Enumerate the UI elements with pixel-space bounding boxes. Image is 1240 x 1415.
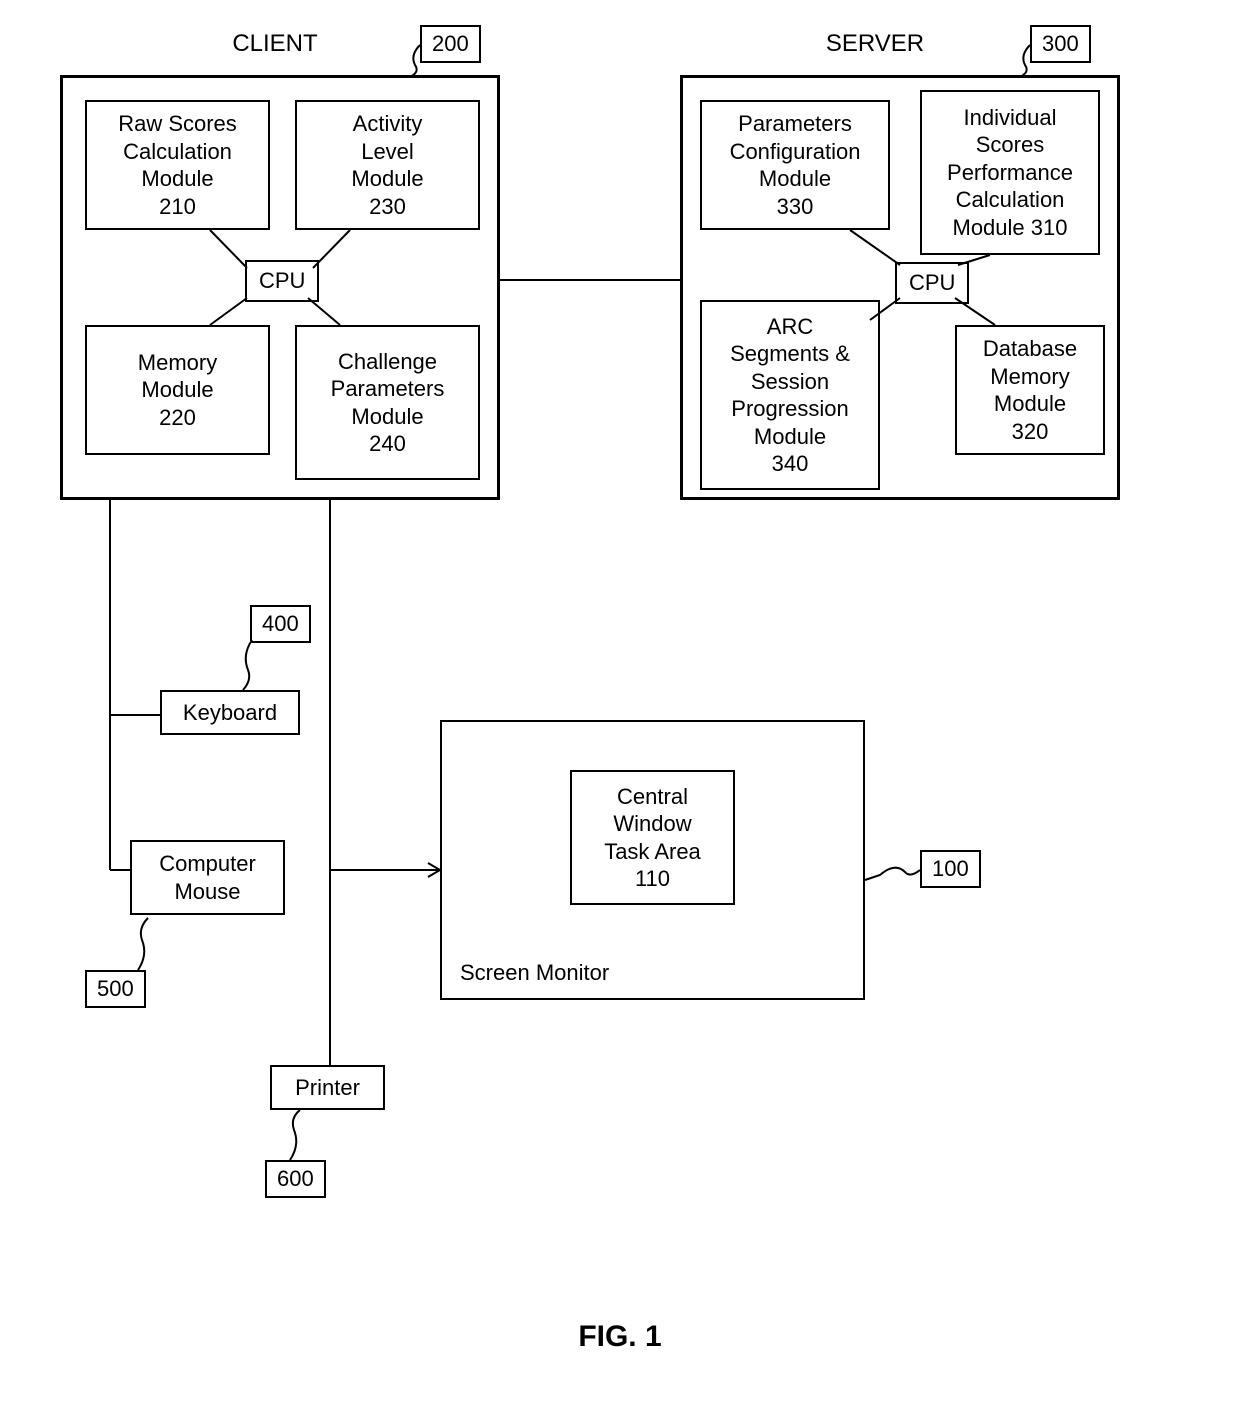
- client-cpu: CPU: [245, 260, 319, 302]
- module-320-line1: Memory: [990, 363, 1069, 391]
- ref-500: 500: [85, 970, 146, 1008]
- module-230-line2: Module: [351, 165, 423, 193]
- module-240-line0: Challenge: [338, 348, 437, 376]
- module-310-line1: Scores: [976, 131, 1044, 159]
- keyboard-label: Keyboard: [183, 699, 277, 727]
- module-330-line2: Module: [759, 165, 831, 193]
- mouse-line0: Computer: [159, 850, 256, 878]
- task-area-line0: Central: [617, 783, 688, 811]
- server-title: SERVER: [800, 30, 950, 58]
- module-330-line0: Parameters: [738, 110, 852, 138]
- figure-label: FIG. 1: [0, 1320, 1240, 1354]
- module-320-line2: Module: [994, 390, 1066, 418]
- task-area-line3: 110: [635, 865, 670, 893]
- ref-100: 100: [920, 850, 981, 888]
- module-210-line0: Raw Scores: [118, 110, 237, 138]
- monitor-label: Screen Monitor: [460, 960, 609, 986]
- printer-box: Printer: [270, 1065, 385, 1110]
- module-220-line1: Module: [141, 376, 213, 404]
- mouse-line1: Mouse: [174, 878, 240, 906]
- module-240-line2: Module: [351, 403, 423, 431]
- module-210-line2: Module: [141, 165, 213, 193]
- module-320-line3: 320: [1012, 418, 1049, 446]
- module-220: Memory Module 220: [85, 325, 270, 455]
- module-330-line3: 330: [777, 193, 814, 221]
- ref-300: 300: [1030, 25, 1091, 63]
- task-area-line1: Window: [613, 810, 691, 838]
- module-210-line3: 210: [159, 193, 196, 221]
- module-330: Parameters Configuration Module 330: [700, 100, 890, 230]
- module-310-line4: Module 310: [953, 214, 1068, 242]
- module-320: Database Memory Module 320: [955, 325, 1105, 455]
- module-210: Raw Scores Calculation Module 210: [85, 100, 270, 230]
- module-310-line0: Individual: [964, 104, 1057, 132]
- module-240: Challenge Parameters Module 240: [295, 325, 480, 480]
- task-area-line2: Task Area: [604, 838, 701, 866]
- mouse-box: Computer Mouse: [130, 840, 285, 915]
- module-320-line0: Database: [983, 335, 1077, 363]
- module-240-line3: 240: [369, 430, 406, 458]
- ref-200: 200: [420, 25, 481, 63]
- module-310-line2: Performance: [947, 159, 1073, 187]
- ref-600: 600: [265, 1160, 326, 1198]
- client-title: CLIENT: [200, 30, 350, 58]
- module-340-line4: Module: [754, 423, 826, 451]
- module-230-line1: Level: [361, 138, 414, 166]
- module-340-line0: ARC: [767, 313, 813, 341]
- module-340-line2: Session: [751, 368, 829, 396]
- module-340-line5: 340: [772, 450, 809, 478]
- module-230: Activity Level Module 230: [295, 100, 480, 230]
- module-340-line1: Segments &: [730, 340, 850, 368]
- diagram-canvas: CLIENT 200 SERVER 300 Raw Scores Calcula…: [0, 0, 1240, 1415]
- module-340: ARC Segments & Session Progression Modul…: [700, 300, 880, 490]
- task-area-box: Central Window Task Area 110: [570, 770, 735, 905]
- module-310-line3: Calculation: [956, 186, 1065, 214]
- module-340-line3: Progression: [731, 395, 848, 423]
- ref-400: 400: [250, 605, 311, 643]
- keyboard-box: Keyboard: [160, 690, 300, 735]
- server-cpu: CPU: [895, 262, 969, 304]
- module-240-line1: Parameters: [331, 375, 445, 403]
- module-230-line3: 230: [369, 193, 406, 221]
- module-230-line0: Activity: [353, 110, 423, 138]
- module-330-line1: Configuration: [730, 138, 861, 166]
- printer-label: Printer: [295, 1074, 360, 1102]
- module-220-line2: 220: [159, 404, 196, 432]
- module-310: Individual Scores Performance Calculatio…: [920, 90, 1100, 255]
- module-220-line0: Memory: [138, 349, 217, 377]
- module-210-line1: Calculation: [123, 138, 232, 166]
